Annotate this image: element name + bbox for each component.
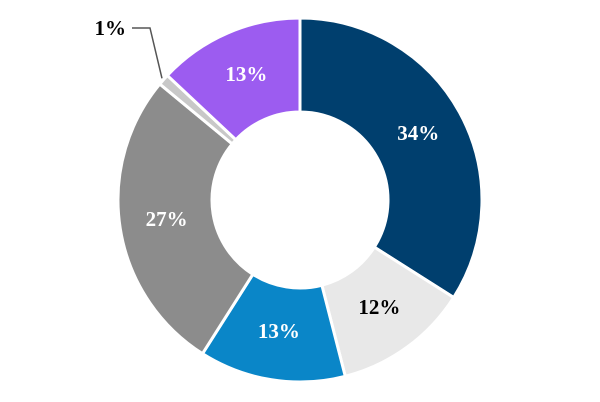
- leader-line: [132, 27, 163, 79]
- donut-slice: [116, 81, 255, 356]
- data-label: 34%: [397, 121, 439, 145]
- data-label: 13%: [225, 62, 267, 86]
- data-label: 1%: [95, 16, 127, 40]
- donut-slice: [165, 16, 302, 142]
- data-label: 12%: [358, 295, 400, 319]
- data-label: 13%: [258, 319, 300, 343]
- data-label: 27%: [146, 207, 188, 231]
- donut-slice: [298, 16, 484, 300]
